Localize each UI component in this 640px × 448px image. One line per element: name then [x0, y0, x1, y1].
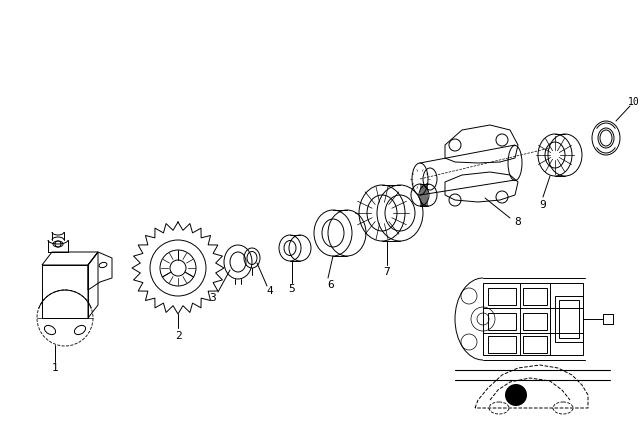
Bar — [488, 288, 516, 305]
Circle shape — [505, 384, 527, 406]
Text: 5: 5 — [289, 284, 296, 294]
Bar — [488, 336, 516, 353]
Text: 1: 1 — [52, 363, 58, 373]
Text: 8: 8 — [515, 217, 522, 227]
Text: 4: 4 — [267, 286, 273, 296]
Bar — [488, 313, 516, 330]
Text: 9: 9 — [540, 200, 547, 210]
Text: 2: 2 — [175, 331, 181, 341]
Text: 3: 3 — [210, 293, 216, 303]
Bar — [483, 283, 583, 355]
Text: 10: 10 — [628, 97, 640, 107]
Bar — [559, 300, 579, 338]
Text: 7: 7 — [383, 267, 390, 277]
Text: 6: 6 — [328, 280, 334, 290]
Bar — [523, 313, 547, 330]
Bar — [555, 296, 583, 342]
Bar — [523, 336, 547, 353]
Bar — [523, 288, 547, 305]
